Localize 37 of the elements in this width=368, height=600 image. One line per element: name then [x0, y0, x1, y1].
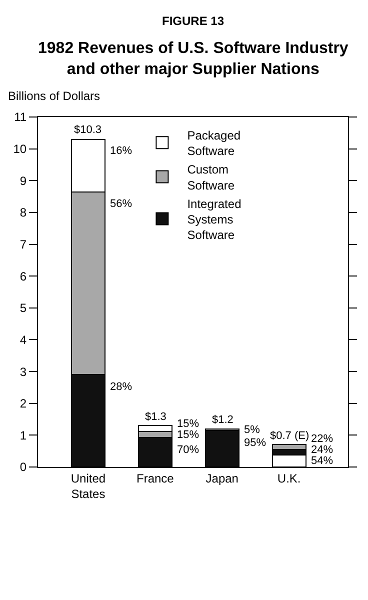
y-tick-label: 4: [20, 332, 27, 347]
x-tick-label: U.K.: [277, 471, 301, 486]
annotation: 15%: [177, 429, 200, 441]
annotation: 54%: [311, 455, 334, 467]
annotation: 15%: [177, 418, 200, 430]
y-tick-label: 5: [20, 301, 27, 316]
y-tick-label: 1: [20, 428, 27, 442]
y-tick-label: 10: [13, 142, 27, 156]
total-label: $1.3: [145, 411, 166, 423]
legend-label: Packaged Software: [187, 128, 241, 158]
annotation: 56%: [110, 198, 132, 210]
annotation: 70%: [177, 444, 200, 456]
annotation: 95%: [244, 437, 266, 449]
annotation: 28%: [110, 381, 132, 393]
annotation: 24%: [311, 444, 334, 456]
total-label: $10.3: [74, 124, 102, 136]
y-tick-label: 2: [20, 396, 27, 411]
chart-title: FIGURE 13: [162, 14, 224, 28]
y-tick-label: 0: [20, 460, 27, 474]
x-tick-label: France: [136, 471, 174, 486]
x-tick-label: United States: [70, 471, 106, 501]
total-label: $1.2: [212, 414, 234, 426]
y-tick-label: 8: [20, 206, 27, 220]
chart-subtitle: 1982 Revenues of U.S. Software Industry and other major Supplier Nations: [38, 40, 348, 78]
y-tick-label: 9: [20, 174, 27, 188]
total-label: $0.7 (E): [270, 430, 310, 442]
legend-label: Custom Software: [187, 162, 235, 192]
annotation: 5%: [244, 424, 260, 436]
x-tick-label: Japan: [206, 471, 238, 486]
y-tick-label: 11: [14, 110, 27, 124]
annotation: 16%: [110, 145, 132, 157]
y-tick-label: 7: [20, 237, 27, 252]
y-axis-title: Billions of Dollars: [8, 89, 100, 103]
legend-label: Integrated Systems Software: [187, 196, 242, 242]
y-tick-label: 6: [20, 269, 27, 284]
annotation: 22%: [311, 433, 334, 445]
y-tick-label: 3: [20, 364, 27, 379]
